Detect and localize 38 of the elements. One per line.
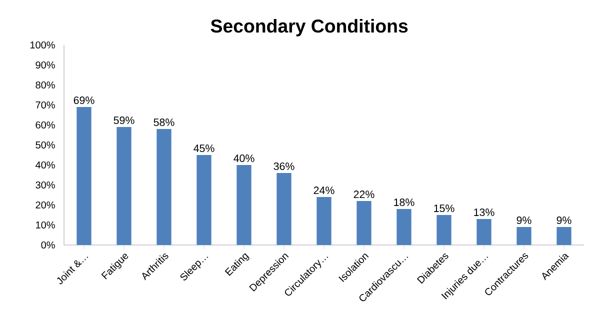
y-tick-label: 50% — [36, 141, 55, 149]
y-tick-label: 20% — [36, 201, 55, 209]
bar — [116, 126, 132, 245]
data-label: 36% — [274, 162, 294, 170]
y-tick-label: 90% — [36, 61, 55, 69]
y-tick-label: 40% — [36, 161, 55, 169]
data-label: 22% — [354, 190, 374, 198]
data-label: 58% — [154, 118, 174, 126]
data-label: 59% — [114, 116, 134, 124]
data-label: 15% — [434, 204, 454, 212]
bar — [156, 128, 172, 245]
data-label: 9% — [556, 216, 572, 224]
bar — [356, 200, 372, 245]
y-tick-label: 0% — [41, 241, 55, 249]
data-label: 69% — [74, 96, 94, 104]
bar — [396, 208, 412, 245]
y-tick-label: 80% — [36, 81, 55, 89]
y-tick-label: 70% — [36, 101, 55, 109]
bar — [76, 106, 92, 245]
y-tick-label: 30% — [36, 181, 55, 189]
bar — [436, 214, 452, 245]
data-label: 24% — [314, 186, 334, 194]
chart-title: Secondary Conditions — [210, 18, 408, 36]
data-label: 40% — [234, 154, 254, 162]
bar — [276, 172, 292, 245]
data-label: 18% — [394, 198, 414, 206]
data-label: 13% — [474, 208, 494, 216]
data-label: 9% — [516, 216, 532, 224]
y-tick-label: 60% — [36, 121, 55, 129]
y-tick-label: 10% — [36, 221, 55, 229]
bar — [236, 164, 252, 245]
bar — [556, 226, 572, 245]
y-tick-label: 100% — [30, 41, 55, 49]
bar — [476, 218, 492, 245]
bar — [196, 154, 212, 245]
bar — [316, 196, 332, 245]
bar — [516, 226, 532, 245]
data-label: 45% — [194, 144, 214, 152]
